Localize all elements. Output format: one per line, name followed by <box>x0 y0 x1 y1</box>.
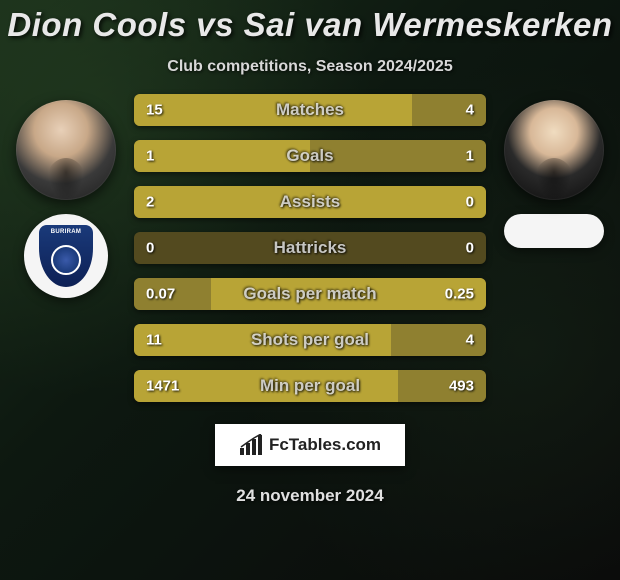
stat-value-right: 4 <box>466 102 474 119</box>
right-column <box>494 94 614 248</box>
stat-value-right: 1 <box>466 148 474 165</box>
stat-row: 0.07 0.25 Goals per match <box>134 278 486 310</box>
stat-label: Goals per match <box>243 284 376 304</box>
stat-value-left: 1 <box>146 148 154 165</box>
stat-label: Shots per goal <box>251 330 369 350</box>
stat-label: Min per goal <box>260 376 360 396</box>
left-column <box>6 94 126 298</box>
stat-row: 2 0 Assists <box>134 186 486 218</box>
branding-label: FcTables.com <box>269 435 381 455</box>
stat-value-left: 1471 <box>146 378 179 395</box>
stat-value-left: 0.07 <box>146 286 175 303</box>
bar-left <box>134 94 412 126</box>
main-area: 154Matches11Goals20Assists00Hattricks0.0… <box>0 94 620 402</box>
shield-icon <box>39 225 93 287</box>
stats-bars: 154Matches11Goals20Assists00Hattricks0.0… <box>126 94 494 402</box>
stat-value-left: 2 <box>146 194 154 211</box>
bar-right <box>412 94 486 126</box>
stat-label: Assists <box>280 192 340 212</box>
bar-left <box>134 140 310 172</box>
stat-row: 0 0 Hattricks <box>134 232 486 264</box>
player-photo-left <box>16 100 116 200</box>
stat-value-left: 11 <box>146 332 162 349</box>
page-subtitle: Club competitions, Season 2024/2025 <box>167 58 452 76</box>
stat-row: 15 4 Matches <box>134 94 486 126</box>
stat-label: Hattricks <box>274 238 347 258</box>
stat-value-right: 493 <box>449 378 474 395</box>
club-logo-right <box>504 214 604 248</box>
stat-row: 1471 493 Min per goal <box>134 370 486 402</box>
stat-row: 1 1 Goals <box>134 140 486 172</box>
bar-right <box>310 140 486 172</box>
stat-row: 11 4 Shots per goal <box>134 324 486 356</box>
stat-value-right: 0 <box>466 240 474 257</box>
content-wrap: Dion Cools vs Sai van Wermeskerken Club … <box>0 0 620 580</box>
stat-value-right: 0.25 <box>445 286 474 303</box>
stat-label: Matches <box>276 100 344 120</box>
branding-badge: FcTables.com <box>215 424 405 466</box>
stat-label: Goals <box>286 146 333 166</box>
date-label: 24 november 2024 <box>236 486 383 506</box>
stat-value-right: 4 <box>466 332 474 349</box>
page-title: Dion Cools vs Sai van Wermeskerken <box>7 6 612 44</box>
club-logo-left <box>24 214 108 298</box>
bars-icon <box>239 434 263 456</box>
player-photo-right <box>504 100 604 200</box>
stat-value-left: 0 <box>146 240 154 257</box>
stat-value-left: 15 <box>146 102 163 119</box>
stat-value-right: 0 <box>466 194 474 211</box>
